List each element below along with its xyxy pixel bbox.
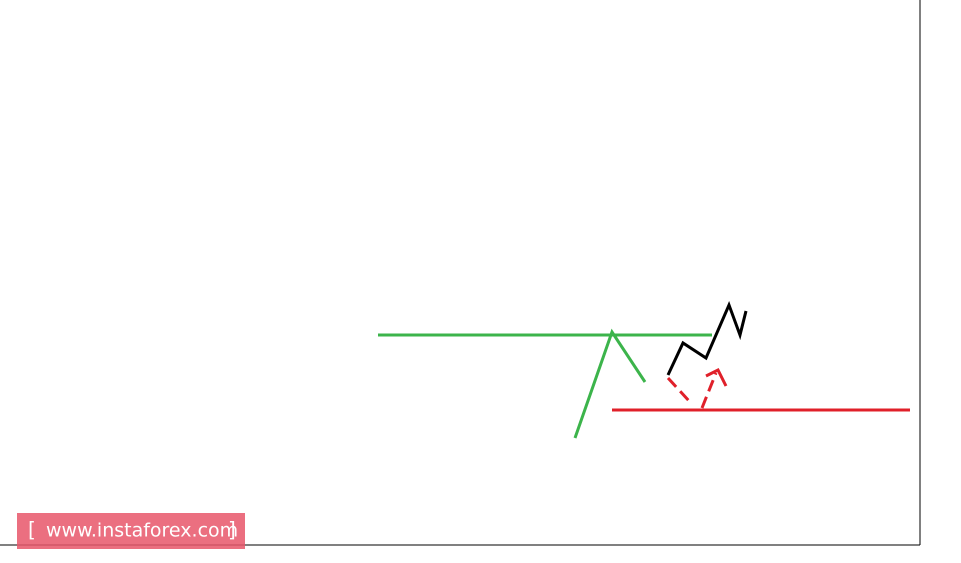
watermark-bracket: ] (228, 518, 236, 542)
green-path (573, 328, 647, 439)
red-arrow-head (705, 367, 728, 387)
annotations (378, 300, 910, 439)
black-path (666, 300, 748, 376)
watermark-text: www.instaforex.com (46, 520, 238, 542)
watermark: [ www.instaforex.com ] (17, 513, 245, 549)
watermark-bracket: [ (28, 518, 36, 542)
red-path (700, 372, 718, 409)
watermark-box (17, 513, 245, 549)
red-path (666, 376, 692, 404)
